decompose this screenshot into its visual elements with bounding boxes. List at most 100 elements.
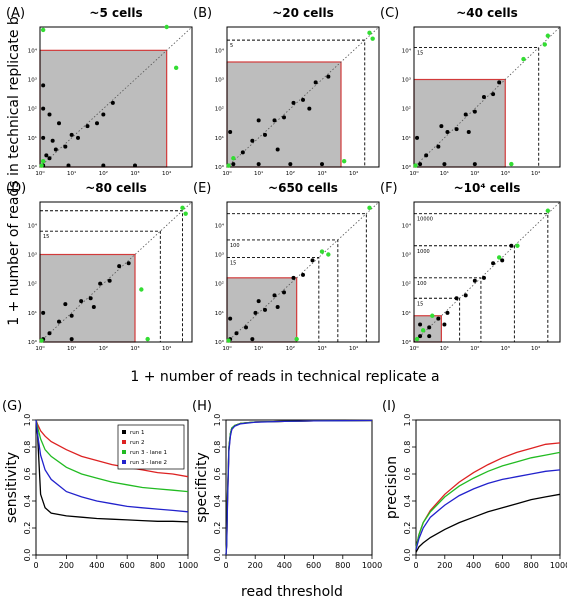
panel-letter: (G) [2,399,22,414]
series-line [225,419,373,556]
panel-title: ~10⁴ cells [454,181,521,195]
plot-frame [39,201,193,343]
data-point [313,80,318,85]
series-line [225,419,373,556]
data-point [291,100,296,105]
data-point [418,162,423,167]
highlight-point [521,56,526,62]
highlight-point [496,255,502,260]
data-point [91,305,96,309]
highlight-point [180,205,185,211]
y-tick-label: 10¹ [215,310,224,317]
line-panels: (G) 0 200 400 600 800 1000 0.0 0.2 0.4 0.6 0.8 1.0 se… [2,399,567,570]
highlight-point [319,249,325,254]
x-tick-label: 1000 [178,561,198,570]
series-line [415,469,561,550]
panel-title: ~80 cells [85,181,147,195]
x-tick-label: 600 [306,561,321,570]
data-point [110,100,115,105]
data-point [288,162,293,167]
data-point [117,264,122,269]
legend-label: run 3 - lane 2 [130,460,167,466]
x-tick-label: 10⁰ [409,345,419,352]
y-tick-label: 10¹ [28,135,37,142]
highlight-point [173,65,179,71]
data-point [472,109,477,114]
series-line [225,419,373,556]
highlight-point [226,338,231,343]
y-tick-label: 10³ [28,252,37,259]
highlight-point [509,161,514,167]
y-tick-label: 10³ [215,252,224,259]
legend-swatch [122,430,126,434]
panel-letter: (F) [380,181,398,196]
y-tick-label: 0.2 [403,522,412,535]
legend-label: run 3 - lane 1 [130,450,167,456]
panel-letter: (D) [6,181,26,196]
data-point [491,261,496,266]
x-tick-label: 10⁴ [531,170,541,177]
x-tick-label: 10² [470,170,479,177]
threshold-label: 15 [230,260,236,266]
data-point [415,135,420,140]
plot-frame [415,419,561,556]
shaded-region [226,277,298,343]
y-tick-label: 10² [402,281,411,288]
x-tick-label: 10³ [317,345,326,352]
plot-frame [226,26,380,168]
data-point [88,296,93,301]
x-tick-label: 0 [223,561,228,570]
highlight-point [370,36,375,41]
highlight-point [139,287,144,292]
x-tick-label: 10² [99,345,108,352]
data-point [69,337,74,342]
data-point [497,80,502,85]
data-point [472,162,477,167]
shared-x-axis-label: 1 + number of reads in technical replica… [130,369,439,385]
data-point [310,258,315,263]
data-point [427,334,432,339]
x-tick-label: 10⁴ [349,345,359,352]
x-tick-label: 10³ [130,170,139,177]
diagonal-line [226,26,380,168]
x-tick-label: 10⁰ [222,170,232,177]
legend-swatch [122,440,126,444]
data-point [63,144,68,149]
data-point [418,334,423,339]
data-point [472,278,477,283]
data-point [253,310,258,315]
data-point [263,132,267,137]
y-tick-label: 0.4 [23,495,32,508]
data-point [250,138,255,143]
data-point [436,316,441,321]
line-panel: (G) 0 200 400 600 800 1000 0.0 0.2 0.4 0.6 0.8 1.0 se… [2,399,198,570]
x-tick-label: 10³ [501,345,510,352]
y-tick-label: 10⁴ [215,47,225,54]
y-tick-label: 0.4 [403,495,412,508]
highlight-point [430,313,435,318]
x-tick-label: 200 [59,561,74,570]
data-point [463,293,468,298]
data-point [509,243,514,248]
y-tick-label: 0.0 [403,549,412,562]
data-point [439,124,444,129]
x-tick-label: 10⁴ [531,345,541,352]
data-point [275,305,280,309]
data-point [307,106,312,111]
data-point [47,112,52,117]
y-tick-label: 0.0 [213,549,222,562]
x-tick-label: 10⁰ [409,170,419,177]
series-line [35,419,189,513]
data-point [481,275,486,280]
series-line [225,419,373,556]
y-tick-label: 1.0 [213,414,222,427]
x-tick-label: 10¹ [254,170,263,177]
y-tick-label: 1.0 [403,414,412,427]
diagonal-line [413,26,561,168]
threshold-label: 100 [417,281,427,287]
x-tick-label: 400 [466,561,481,570]
series-line [35,419,189,478]
y-tick-label: 0.6 [23,468,32,481]
